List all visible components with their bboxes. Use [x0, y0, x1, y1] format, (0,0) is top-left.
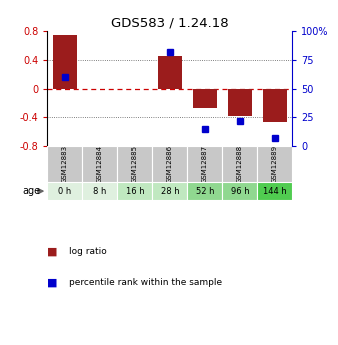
Bar: [257, 182, 292, 200]
Text: 96 h: 96 h: [231, 187, 249, 196]
Bar: [152, 146, 187, 182]
Text: GSM12885: GSM12885: [132, 145, 138, 183]
Bar: [257, 146, 292, 182]
Text: 144 h: 144 h: [263, 187, 287, 196]
Text: age: age: [22, 186, 41, 196]
Bar: [187, 182, 222, 200]
Text: GSM12886: GSM12886: [167, 145, 173, 183]
Bar: [222, 146, 257, 182]
Bar: [53, 34, 77, 89]
Bar: [227, 89, 252, 116]
Bar: [158, 56, 182, 89]
Text: GSM12888: GSM12888: [237, 145, 243, 183]
Text: percentile rank within the sample: percentile rank within the sample: [69, 278, 222, 287]
Text: 52 h: 52 h: [196, 187, 214, 196]
Bar: [117, 182, 152, 200]
Bar: [117, 146, 152, 182]
Text: GSM12883: GSM12883: [62, 145, 68, 183]
Bar: [222, 182, 257, 200]
Text: ■: ■: [47, 278, 58, 288]
Text: 28 h: 28 h: [161, 187, 179, 196]
Text: GSM12884: GSM12884: [97, 145, 103, 183]
Bar: [193, 89, 217, 108]
Bar: [187, 146, 222, 182]
Text: ■: ■: [47, 247, 58, 257]
Bar: [47, 182, 82, 200]
Text: 8 h: 8 h: [93, 187, 106, 196]
Text: log ratio: log ratio: [69, 247, 107, 256]
Text: GSM12887: GSM12887: [202, 145, 208, 183]
Text: 0 h: 0 h: [58, 187, 71, 196]
Title: GDS583 / 1.24.18: GDS583 / 1.24.18: [111, 17, 229, 30]
Bar: [263, 89, 287, 122]
Bar: [82, 146, 117, 182]
Text: 16 h: 16 h: [125, 187, 144, 196]
Bar: [82, 182, 117, 200]
Bar: [152, 182, 187, 200]
Text: GSM12889: GSM12889: [272, 145, 278, 183]
Bar: [47, 146, 82, 182]
